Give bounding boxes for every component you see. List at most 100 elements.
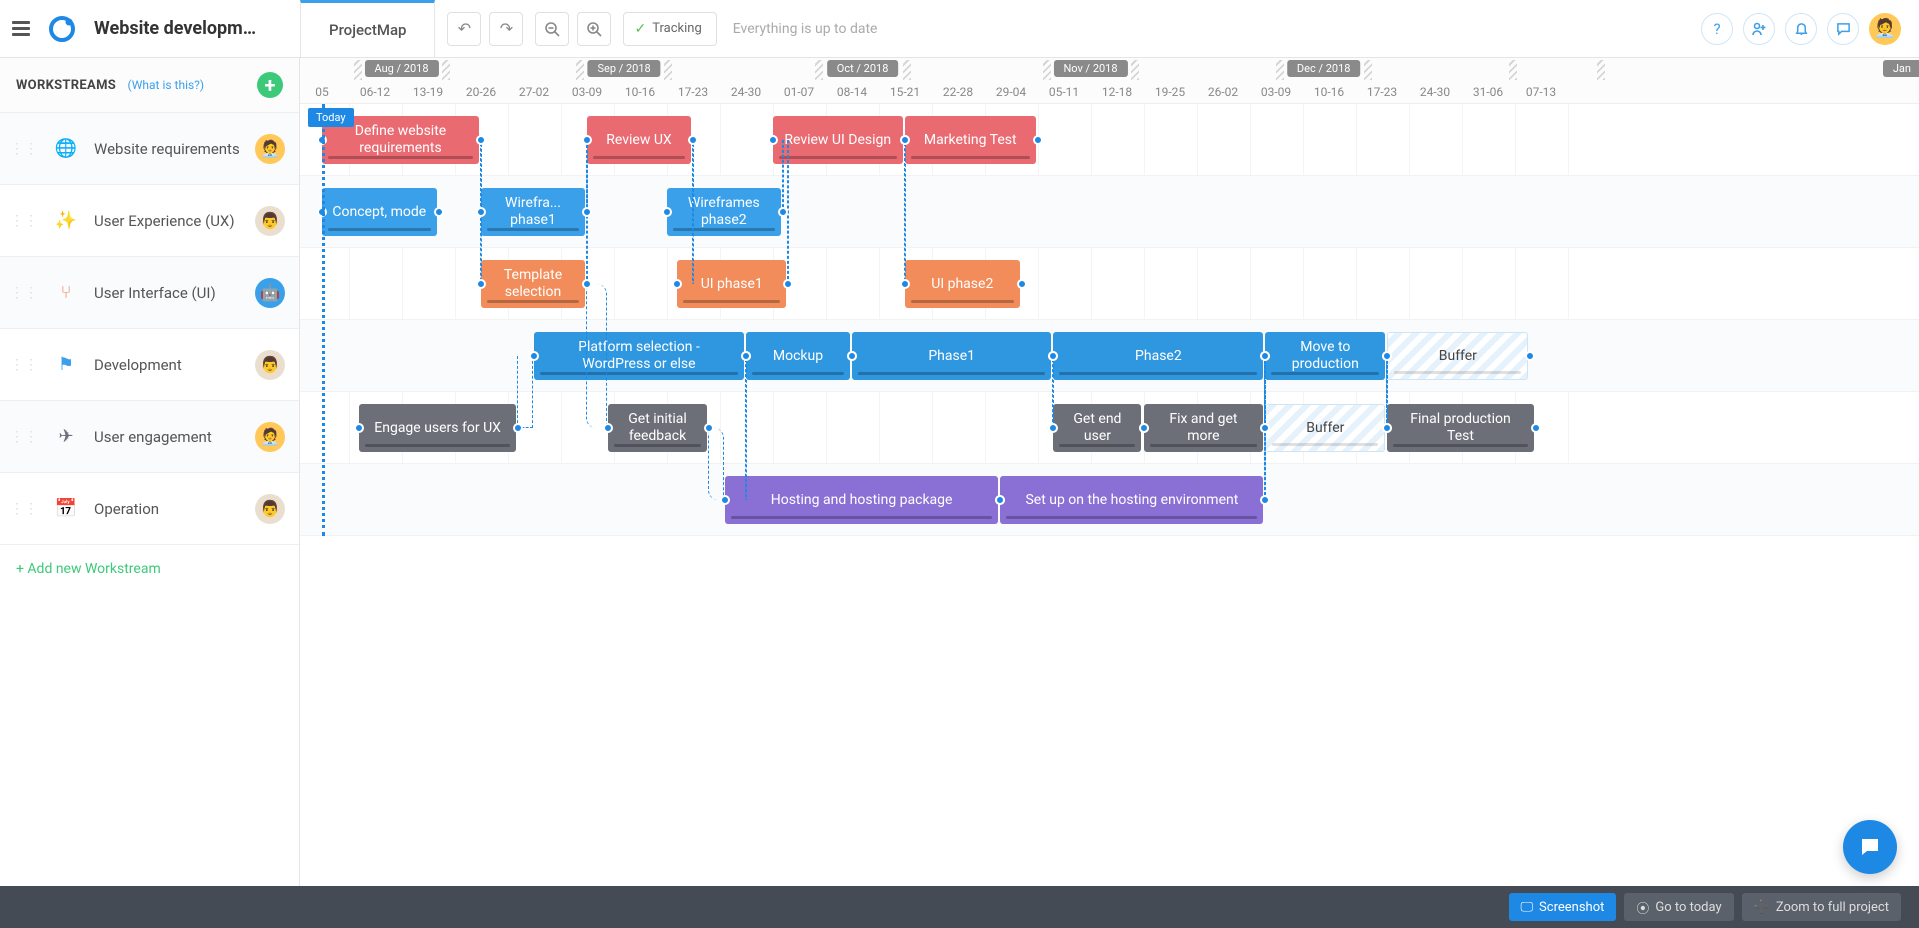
task-handle-end[interactable] — [582, 279, 592, 289]
workstream-row[interactable]: ⋮⋮ ⚑ Development 👨 — [0, 329, 299, 401]
task-card[interactable]: Template selection — [481, 260, 585, 308]
task-card[interactable]: Hosting and hosting package — [725, 476, 999, 524]
task-card[interactable]: Get end user — [1053, 404, 1141, 452]
task-handle-end[interactable] — [1531, 423, 1541, 433]
workstream-row[interactable]: ⋮⋮ ✨ User Experience (UX) 👨 — [0, 185, 299, 257]
task-card[interactable]: Review UX — [587, 116, 691, 164]
screenshot-button[interactable]: 🖵 Screenshot — [1509, 893, 1617, 921]
drag-icon[interactable]: ⋮⋮ — [10, 141, 38, 157]
week-label: 24-30 — [731, 85, 761, 99]
zoom-out-icon[interactable] — [535, 12, 569, 46]
task-card[interactable]: Phase2 — [1053, 332, 1263, 380]
workstream-avatar[interactable]: 👨 — [255, 494, 285, 524]
bell-icon[interactable] — [1785, 13, 1817, 45]
task-handle-end[interactable] — [1033, 135, 1043, 145]
workstream-avatar[interactable]: 👨 — [255, 350, 285, 380]
task-card[interactable]: Get initial feedback — [608, 404, 707, 452]
task-handle-end[interactable] — [704, 423, 714, 433]
add-workstream-button[interactable]: + — [257, 72, 283, 98]
zoom-in-icon[interactable] — [577, 12, 611, 46]
task-card[interactable]: Buffer — [1265, 404, 1385, 452]
invite-icon[interactable] — [1743, 13, 1775, 45]
workstream-row[interactable]: ⋮⋮ 📅 Operation 👨 — [0, 473, 299, 545]
gantt-body[interactable]: Define website requirementsReview UXRevi… — [300, 104, 1919, 536]
task-handle-end[interactable] — [688, 135, 698, 145]
task-card[interactable]: Buffer — [1387, 332, 1528, 380]
task-card[interactable]: UI phase1 — [677, 260, 786, 308]
sidebar-title: WORKSTREAMS — [16, 78, 116, 93]
task-card[interactable]: Marketing Test — [905, 116, 1036, 164]
undo-icon[interactable]: ↶ — [447, 12, 481, 46]
workstream-row[interactable]: ⋮⋮ 🌐 Website requirements 🧑‍💼 — [0, 113, 299, 185]
tracking-group: ✓ Tracking — [623, 12, 716, 46]
task-handle-start[interactable] — [720, 495, 730, 505]
task-card[interactable]: Move to production — [1265, 332, 1385, 380]
go-to-today-button[interactable]: ⦿ Go to today — [1624, 893, 1733, 921]
task-handle-start[interactable] — [900, 135, 910, 145]
tab-projectmap[interactable]: ProjectMap — [300, 0, 435, 58]
drag-icon[interactable]: ⋮⋮ — [10, 429, 38, 445]
task-handle-start[interactable] — [582, 135, 592, 145]
target-icon: ⦿ — [1636, 898, 1649, 917]
drag-icon[interactable]: ⋮⋮ — [10, 501, 38, 517]
task-card[interactable]: Concept, mode — [322, 188, 437, 236]
workstream-avatar[interactable]: 🧑‍💼 — [255, 422, 285, 452]
topbar-left: Website developm… — [0, 11, 300, 47]
workstream-row[interactable]: ⋮⋮ ✈ User engagement 🧑‍💼 — [0, 401, 299, 473]
task-card[interactable]: Engage users for UX — [359, 404, 516, 452]
add-workstream-link[interactable]: + Add new Workstream — [0, 545, 299, 593]
task-handle-end[interactable] — [434, 207, 444, 217]
task-card[interactable]: Review UI Design — [773, 116, 904, 164]
help-icon[interactable]: ? — [1701, 13, 1733, 45]
task-handle-end[interactable] — [1525, 351, 1535, 361]
sidebar-header: WORKSTREAMS (What is this?) + — [0, 58, 299, 113]
task-handle-start[interactable] — [900, 279, 910, 289]
chat-icon[interactable] — [1827, 13, 1859, 45]
user-avatar[interactable]: 🧑‍💼 — [1869, 13, 1901, 45]
task-handle-end[interactable] — [778, 207, 788, 217]
task-card[interactable]: Mockup — [746, 332, 850, 380]
task-card[interactable]: Platform selection - WordPress or else — [534, 332, 744, 380]
task-handle-start[interactable] — [476, 279, 486, 289]
task-handle-end[interactable] — [1017, 279, 1027, 289]
task-card[interactable]: Wireframes phase2 — [667, 188, 782, 236]
task-card[interactable]: Phase1 — [852, 332, 1051, 380]
task-handle-end[interactable] — [513, 423, 523, 433]
task-handle-start[interactable] — [529, 351, 539, 361]
redo-icon[interactable]: ↷ — [489, 12, 523, 46]
task-handle-end[interactable] — [476, 135, 486, 145]
task-handle-end[interactable] — [783, 279, 793, 289]
tracking-button[interactable]: ✓ Tracking — [623, 12, 716, 46]
task-card[interactable]: Set up on the hosting environment — [1000, 476, 1263, 524]
app-logo[interactable] — [44, 11, 80, 47]
zoom-full-button[interactable]: ➕ Zoom to full project — [1742, 893, 1901, 921]
week-label: 08-14 — [837, 85, 867, 99]
drag-icon[interactable]: ⋮⋮ — [10, 357, 38, 373]
week-label: 24-30 — [1420, 85, 1450, 99]
drag-icon[interactable]: ⋮⋮ — [10, 213, 38, 229]
task-handle-end[interactable] — [1260, 495, 1270, 505]
task-handle-start[interactable] — [662, 207, 672, 217]
task-handle-start[interactable] — [847, 351, 857, 361]
drag-icon[interactable]: ⋮⋮ — [10, 285, 38, 301]
chat-bubble[interactable] — [1843, 820, 1897, 874]
task-handle-start[interactable] — [476, 207, 486, 217]
whatis-link[interactable]: (What is this?) — [128, 78, 204, 92]
task-card[interactable]: Final production Test — [1387, 404, 1533, 452]
task-handle-end[interactable] — [582, 207, 592, 217]
workstream-row[interactable]: ⋮⋮ ⑂ User Interface (UI) 🤖 — [0, 257, 299, 329]
task-card[interactable]: Wirefra... phase1 — [481, 188, 585, 236]
task-card[interactable]: Fix and get more — [1144, 404, 1264, 452]
zoom-full-label: Zoom to full project — [1776, 900, 1889, 915]
sidebar-title-wrap: WORKSTREAMS (What is this?) — [16, 77, 204, 93]
task-handle-start[interactable] — [741, 351, 751, 361]
task-card[interactable]: UI phase2 — [905, 260, 1020, 308]
topbar-right: ? 🧑‍💼 — [1701, 13, 1919, 45]
task-handle-start[interactable] — [1139, 423, 1149, 433]
task-handle-start[interactable] — [768, 135, 778, 145]
workstream-avatar[interactable]: 👨 — [255, 206, 285, 236]
menu-icon[interactable] — [12, 21, 30, 36]
workstream-icon: 📅 — [52, 495, 80, 523]
workstream-avatar[interactable]: 🤖 — [255, 278, 285, 308]
workstream-avatar[interactable]: 🧑‍💼 — [255, 134, 285, 164]
